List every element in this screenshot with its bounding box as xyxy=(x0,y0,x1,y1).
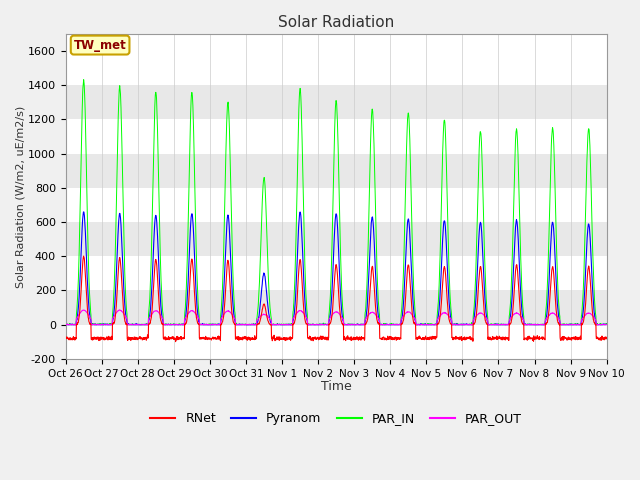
Bar xyxy=(66,324,607,359)
Y-axis label: Solar Radiation (W/m2, uE/m2/s): Solar Radiation (W/m2, uE/m2/s) xyxy=(15,105,25,288)
Bar xyxy=(66,188,607,222)
Bar xyxy=(66,154,607,188)
Bar xyxy=(66,256,607,290)
Legend: RNet, Pyranom, PAR_IN, PAR_OUT: RNet, Pyranom, PAR_IN, PAR_OUT xyxy=(145,408,527,431)
Bar xyxy=(66,51,607,85)
Bar xyxy=(66,290,607,324)
Title: Solar Radiation: Solar Radiation xyxy=(278,15,394,30)
X-axis label: Time: Time xyxy=(321,380,351,393)
Text: TW_met: TW_met xyxy=(74,38,127,51)
Bar xyxy=(66,120,607,154)
Bar xyxy=(66,85,607,120)
Bar xyxy=(66,222,607,256)
